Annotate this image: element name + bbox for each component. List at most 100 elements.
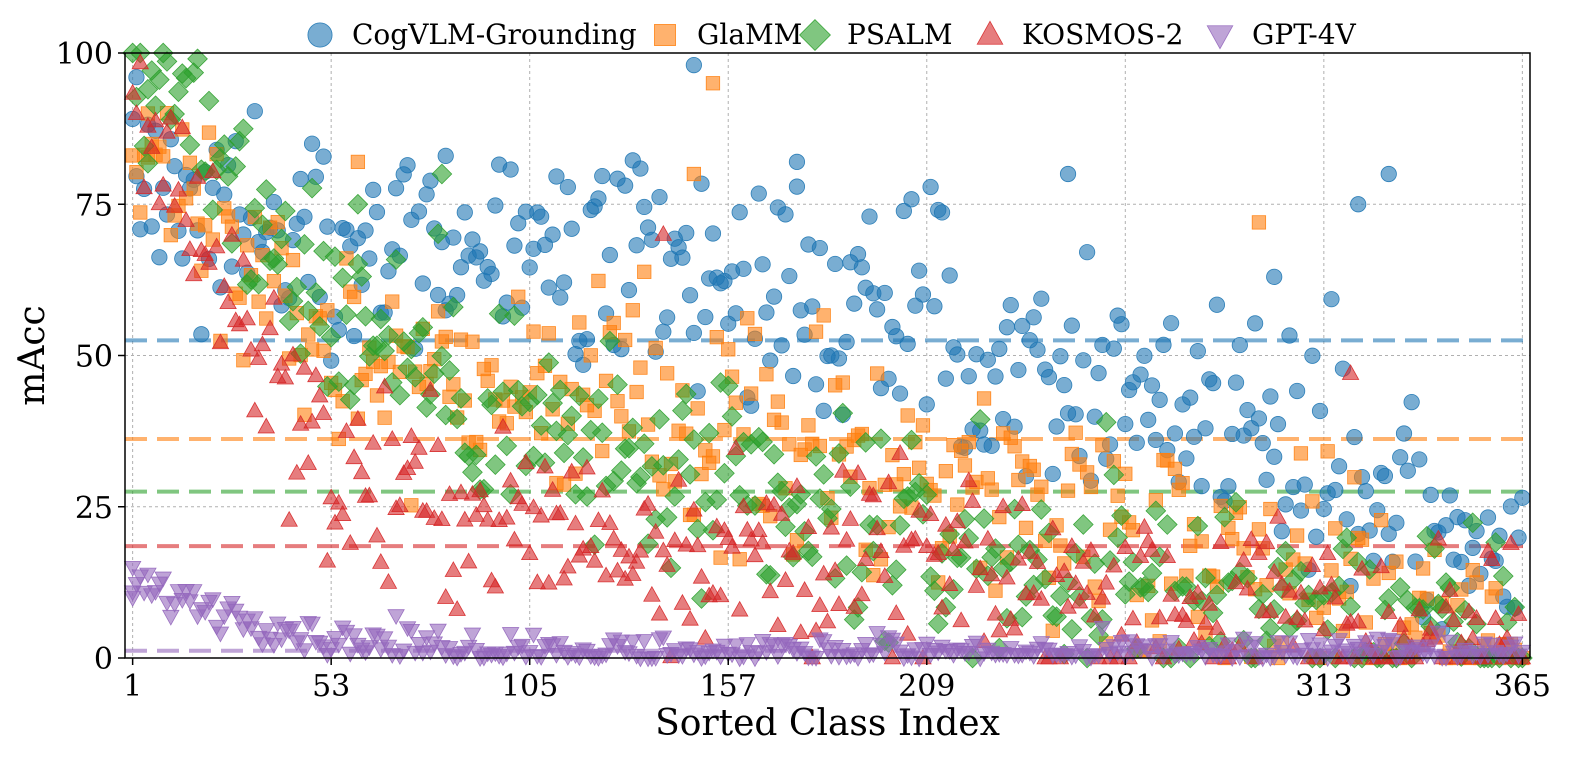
data-point-outlier [347,193,369,215]
data-point [143,218,160,235]
x-tick-label: 1 [123,669,142,704]
data-point [1303,556,1322,573]
data-point [744,495,766,516]
data-point [225,156,247,177]
data-point [328,371,350,392]
data-point [841,509,860,526]
data-point [885,559,907,581]
data-point [211,333,230,350]
data-point [150,194,169,211]
data-point [465,334,480,349]
legend: CogVLM-Grounding GlaMM PSALM KOSMOS-2 GPT-4V [307,18,1357,51]
data-point [769,649,787,666]
data-point [727,439,745,455]
y-tick-label: 100 [56,37,113,72]
data-point [635,634,654,650]
data-point [887,636,906,653]
data-point [1231,336,1248,354]
data-point [617,177,634,194]
data-point [1079,244,1096,261]
data-point [1128,434,1145,451]
data-point [1097,573,1116,590]
data-point [681,609,699,626]
data-point [1196,613,1215,630]
data-point [487,197,504,214]
data-point [188,167,207,184]
data-point [740,311,755,326]
data-point [984,482,999,497]
data-point [135,178,153,195]
data-point [986,604,1005,621]
data-point [1007,439,1022,454]
data-point [326,513,344,530]
data-point [1194,534,1209,549]
data-point [784,543,802,560]
data-point [246,103,263,120]
data-point [750,185,767,202]
data-point [1327,481,1344,499]
data-point [727,638,745,655]
data-point [1250,544,1268,560]
data-point [1273,574,1291,591]
data-point [542,392,563,414]
data-point [1107,527,1129,548]
data-point-outlier [788,153,806,170]
data-point [1389,554,1404,569]
data-point [1304,347,1321,364]
data-point [952,611,970,628]
data-point [772,504,791,521]
data-point [1254,434,1271,452]
data-point [303,135,321,152]
data-point [330,637,348,654]
data-point [961,434,976,450]
data-point [656,507,678,528]
data-point [1338,511,1355,528]
data-point [922,178,939,196]
data-point [1292,502,1310,519]
data-point [973,508,995,529]
data-point [843,609,865,630]
data-point [709,330,724,345]
data-point [941,267,958,284]
data-point [910,501,928,518]
data-point [813,463,835,485]
data-point [988,583,1003,598]
data-point [900,408,915,423]
data-point [1143,377,1161,394]
data-point [749,521,768,538]
data-point [732,552,747,567]
data-point [618,332,633,348]
data-point [330,493,348,510]
series-3 [123,53,1532,665]
data-point [528,573,547,590]
data-point [1030,499,1052,520]
data-point [636,198,653,216]
data-point [628,237,645,254]
data-point [1318,544,1337,561]
data-point [971,559,990,576]
data-point [186,181,201,196]
data-point [207,237,226,254]
data-point [349,409,367,426]
data-point [1289,528,1305,543]
data-point [903,191,920,208]
data-point [1095,411,1117,433]
data-point [987,368,1004,385]
data-point [594,167,611,185]
data-point [146,111,165,128]
data-point [849,464,867,480]
data-point [1200,594,1219,611]
data-point [876,284,893,302]
data-point [754,256,771,273]
data-point [875,645,894,662]
data-point [452,483,470,500]
data-point [1295,647,1314,664]
data-point [324,246,346,268]
data-point [685,500,703,517]
data-point [1132,366,1149,383]
data-point [1502,534,1520,550]
data-point [1403,393,1420,411]
x-tick-label: 209 [898,669,955,704]
data-point [379,639,398,656]
